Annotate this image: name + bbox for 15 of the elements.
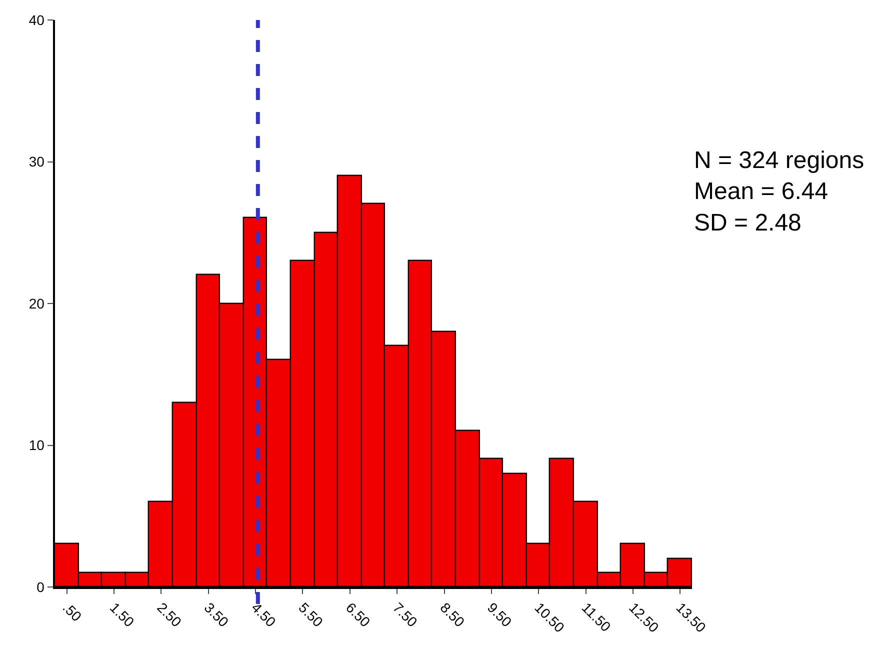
x-tick-label: 4.50 — [248, 599, 280, 630]
text: N = 324 regions Mean = 6.44 SD = 2.48 — [694, 147, 864, 236]
y-tick-label: 0 — [36, 578, 45, 595]
x-tick-label: 9.50 — [484, 599, 516, 630]
x-tick-label: .50 — [60, 599, 85, 625]
y-tick-label: 40 — [28, 12, 45, 28]
x-tick-label: 2.50 — [154, 599, 185, 630]
x-tick-label: 1.50 — [106, 599, 138, 630]
y-tick-label: 10 — [28, 437, 45, 454]
y-tick-label: 20 — [28, 295, 45, 312]
y-tick-label: 30 — [28, 154, 45, 170]
x-tick-label: 8.50 — [437, 599, 468, 630]
x-tick-label: 6.50 — [342, 599, 374, 630]
x-tick-label: 3.50 — [201, 599, 232, 630]
x-tick-label: 5.50 — [296, 599, 326, 630]
